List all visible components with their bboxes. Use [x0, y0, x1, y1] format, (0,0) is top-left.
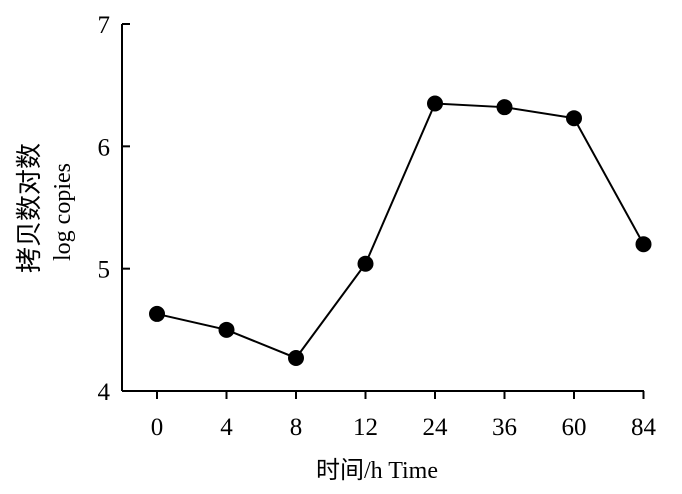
x-tick-label: 12 — [353, 414, 378, 441]
data-point — [427, 95, 443, 112]
x-tick-label: 0 — [151, 414, 164, 441]
x-tick-label: 84 — [631, 414, 657, 441]
data-point — [288, 349, 304, 366]
x-tick-label: 8 — [290, 414, 303, 441]
x-ticks: 0 4 8 12 24 36 60 84 — [151, 391, 657, 441]
y-tick-label: 4 — [98, 379, 111, 406]
data-point — [149, 305, 165, 322]
data-point — [566, 110, 582, 127]
series-group — [149, 95, 652, 366]
y-tick-label: 7 — [98, 12, 111, 39]
y-axis-title-chinese: 拷贝数对数 — [15, 143, 45, 273]
y-tick-label: 6 — [98, 134, 111, 161]
x-tick-label: 36 — [492, 414, 517, 441]
y-axis-title-english: log copies — [50, 163, 76, 261]
x-tick-label: 24 — [423, 414, 449, 441]
data-point — [496, 99, 513, 116]
y-tick-label: 5 — [98, 257, 111, 284]
series-line — [156, 102, 645, 360]
x-axis-title: 时间/h Time — [316, 457, 438, 484]
data-point — [357, 255, 374, 272]
y-ticks: 4 5 6 7 — [98, 12, 130, 406]
x-tick-label: 4 — [220, 414, 233, 441]
axes — [121, 24, 644, 392]
data-point — [218, 321, 235, 338]
data-point — [635, 236, 652, 253]
x-tick-label: 60 — [562, 414, 587, 441]
